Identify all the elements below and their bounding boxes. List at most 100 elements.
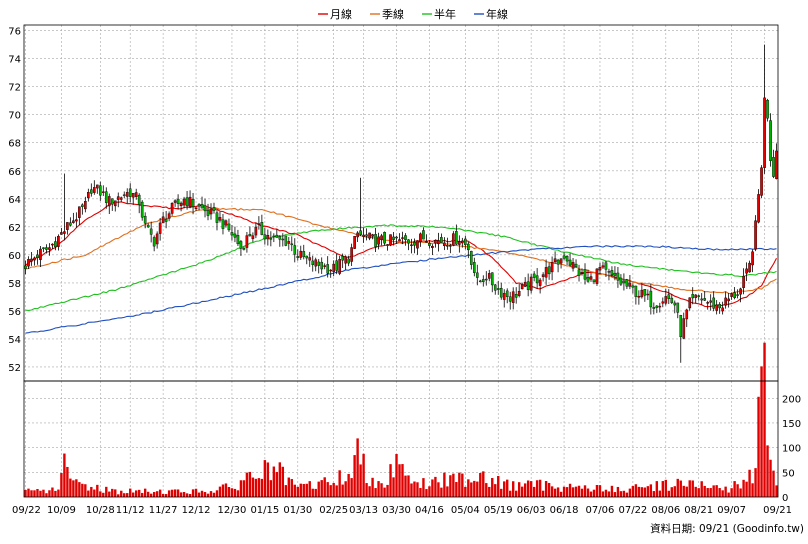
volume-bar-140 <box>440 487 443 497</box>
candle-body <box>763 97 766 168</box>
candle-body <box>116 196 120 200</box>
volume-bar-129 <box>407 475 410 497</box>
candle-209 <box>646 289 650 301</box>
candle-body <box>57 235 60 247</box>
date-tick-label-15: 05/19 <box>484 505 513 516</box>
volume-bar-9 <box>48 490 51 497</box>
candle-body <box>502 292 506 300</box>
candle-8 <box>45 244 48 254</box>
volume-bar-242 <box>745 481 748 497</box>
candle-95 <box>305 255 309 265</box>
volume-bar-178 <box>553 488 557 497</box>
volume-bar-128 <box>404 475 407 497</box>
volume-bar-237 <box>730 488 733 497</box>
candle-body <box>39 248 42 260</box>
candle-204 <box>631 283 635 294</box>
candle-10 <box>51 243 54 249</box>
candle-body <box>643 289 647 296</box>
volume-panel-frame <box>23 380 779 498</box>
candle-242 <box>745 262 748 282</box>
candle-body <box>371 234 374 237</box>
candle-252 <box>775 143 778 180</box>
volume-bar-39 <box>137 489 141 497</box>
candle-body <box>278 236 282 240</box>
candle-11 <box>54 236 57 251</box>
volume-bar-58 <box>194 488 198 497</box>
volume-bar-103 <box>329 485 332 497</box>
candle-35 <box>125 188 129 204</box>
candle-239 <box>736 289 739 299</box>
volume-bar-141 <box>443 472 446 497</box>
volume-bar-226 <box>697 488 700 497</box>
candle-body <box>401 237 404 239</box>
price-tick-label-54: 54 <box>8 335 21 346</box>
candle-body <box>727 298 730 302</box>
candle-body <box>718 304 721 309</box>
volume-bar-48 <box>164 494 168 497</box>
candle-body <box>143 215 147 224</box>
price-tick-label-52: 52 <box>8 363 21 374</box>
candle-103 <box>329 269 333 278</box>
candle-body <box>392 236 395 240</box>
volume-bar-225 <box>694 486 697 497</box>
volume-bar-163 <box>509 490 512 497</box>
candle-234 <box>721 301 724 315</box>
volume-bar-67 <box>221 484 225 497</box>
candle-body <box>45 247 48 250</box>
candle-237 <box>730 292 733 300</box>
candle-body <box>323 265 327 267</box>
candle-body <box>541 274 545 277</box>
volume-bar-62 <box>206 493 210 497</box>
candle-223 <box>688 297 692 311</box>
candle-body <box>589 276 593 280</box>
data-date-footer: 資料日期: 09/21 (Goodinfo.tw) <box>650 522 804 535</box>
candle-119 <box>377 232 380 250</box>
candle-body <box>511 291 515 303</box>
candle-24 <box>92 180 96 195</box>
candle-76 <box>248 226 252 237</box>
candle-225 <box>694 294 698 304</box>
candle-body <box>481 279 485 282</box>
volume-bar-10 <box>51 487 54 497</box>
volume-bar-125 <box>395 453 398 497</box>
volume-bar-7 <box>42 489 45 497</box>
candle-236 <box>727 293 730 308</box>
candle-34 <box>122 191 126 199</box>
candle-154 <box>481 275 485 287</box>
candle-33 <box>119 196 123 203</box>
moving-average-lines <box>25 201 777 334</box>
candle-116 <box>368 232 371 241</box>
candle-body <box>745 268 748 274</box>
candle-125 <box>395 235 398 244</box>
candle-74 <box>242 246 246 251</box>
candle-39 <box>137 193 141 214</box>
candle-88 <box>284 235 288 247</box>
candle-body <box>715 304 718 311</box>
volume-bar-194 <box>601 491 605 497</box>
volume-bar-69 <box>227 486 231 497</box>
volume-bar-76 <box>248 471 252 497</box>
candle-139 <box>437 232 440 252</box>
volume-bar-21 <box>84 484 87 497</box>
candle-27 <box>101 185 105 196</box>
candle-87 <box>281 233 285 247</box>
candle-body <box>736 294 739 296</box>
candle-69 <box>227 218 231 232</box>
volume-bar-18 <box>75 479 78 497</box>
volume-bar-80 <box>260 478 264 497</box>
candle-body <box>398 239 401 242</box>
volume-bar-251 <box>772 470 775 497</box>
price-tick-label-76: 76 <box>8 27 21 38</box>
candle-153 <box>478 279 482 283</box>
candle-164 <box>511 287 515 310</box>
volume-bar-68 <box>224 483 228 497</box>
candle-143 <box>449 244 452 254</box>
candle-126 <box>398 233 401 242</box>
volume-bar-25 <box>96 484 99 497</box>
date-tick-label-1: 09/22 <box>12 505 41 516</box>
volume-bar-111 <box>353 455 356 497</box>
volume-bar-78 <box>254 478 258 497</box>
candle-104 <box>332 260 336 277</box>
candle-222 <box>685 308 689 327</box>
candle-111 <box>353 236 356 250</box>
